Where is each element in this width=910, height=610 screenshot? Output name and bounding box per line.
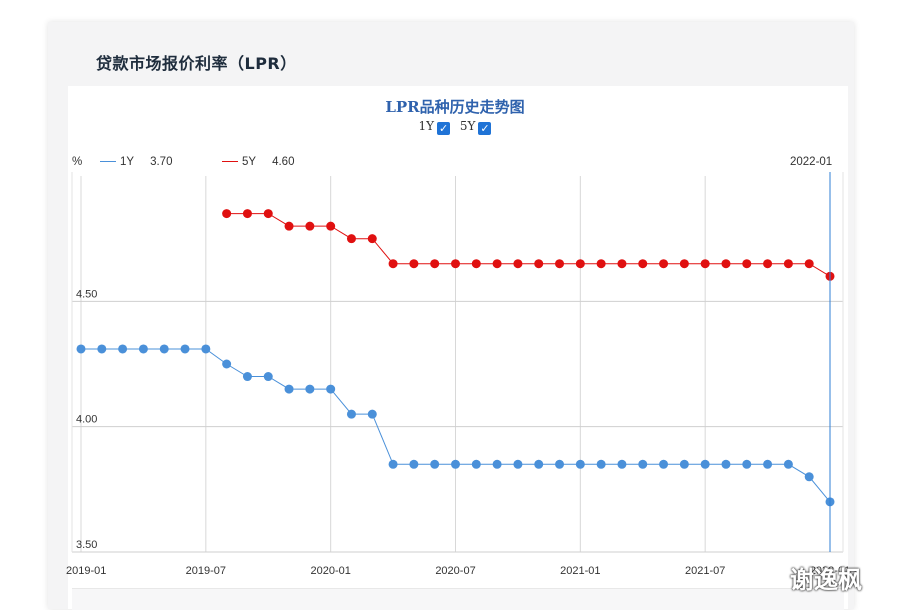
point-5Y-2021-11 (783, 259, 793, 269)
x-tick-label-3: 2020-07 (435, 565, 475, 577)
point-1Y-2020-06 (430, 459, 440, 469)
point-1Y-2020-09 (492, 459, 502, 469)
toggle-1y-label: 1Y (418, 119, 435, 133)
point-1Y-2019-04 (138, 344, 148, 354)
point-5Y-2019-11 (284, 221, 294, 231)
chart-title: LPR品种历史走势图 (385, 98, 525, 116)
x-tick-label-1: 2019-07 (186, 565, 226, 577)
point-5Y-2020-10 (513, 259, 523, 269)
point-1Y-2021-08 (721, 459, 731, 469)
checkbox-1y-checked-icon[interactable]: ✓ (437, 122, 451, 135)
point-1Y-2020-01 (326, 384, 336, 394)
point-1Y-2021-04 (638, 459, 648, 469)
point-5Y-2020-07 (451, 259, 460, 269)
point-1Y-2020-07 (451, 459, 460, 469)
point-1Y-2021-09 (742, 459, 752, 469)
point-1Y-2020-03 (367, 409, 377, 419)
point-1Y-2019-01 (76, 344, 86, 354)
point-1Y-2019-10 (263, 372, 273, 382)
watermark-text: 谢逸枫 (790, 566, 862, 594)
point-5Y-2020-02 (346, 234, 356, 244)
toggle-5y[interactable]: 5Y ✓ (460, 119, 492, 135)
point-1Y-2020-10 (513, 459, 523, 469)
point-5Y-2021-04 (638, 259, 648, 269)
chart-panel (68, 86, 848, 609)
point-5Y-2020-09 (492, 259, 502, 269)
point-1Y-2021-01 (575, 459, 585, 469)
point-1Y-2020-04 (388, 459, 398, 469)
legend-1y: 1Y 3.70 (100, 156, 172, 168)
point-5Y-2019-10 (263, 209, 273, 219)
legend-5y-name: 5Y (242, 156, 257, 168)
point-5Y-2021-07 (700, 259, 710, 269)
point-5Y-2019-12 (305, 221, 315, 231)
point-5Y-2021-12 (804, 259, 814, 269)
card-title: 贷款市场报价利率（LPR） (96, 54, 297, 73)
crosshair-date: 2022-01 (790, 156, 833, 168)
point-1Y-2021-05 (659, 459, 669, 469)
point-1Y-2019-06 (180, 344, 190, 354)
point-1Y-2020-05 (409, 459, 419, 469)
point-1Y-2021-02 (596, 459, 606, 469)
x-tick-label-4: 2021-01 (560, 565, 600, 577)
x-tick-label-2: 2020-01 (310, 565, 350, 577)
checkbox-5y-checked-icon[interactable]: ✓ (478, 122, 492, 135)
toggle-5y-label: 5Y (459, 119, 476, 133)
legend-1y-value: 3.70 (150, 156, 173, 168)
y-tick-label-1: 4.00 (76, 414, 97, 426)
point-5Y-2020-08 (471, 259, 481, 269)
point-5Y-2021-10 (763, 259, 773, 269)
point-5Y-2020-11 (534, 259, 544, 269)
point-5Y-2021-05 (659, 259, 669, 269)
bottom-strip (72, 588, 844, 610)
x-tick-label-0: 2019-01 (66, 565, 106, 577)
point-1Y-2021-06 (679, 459, 689, 469)
point-1Y-2021-03 (617, 459, 627, 469)
point-1Y-2019-07 (201, 344, 211, 354)
point-1Y-2019-02 (97, 344, 107, 354)
point-1Y-2019-08 (222, 359, 232, 369)
point-1Y-2021-12 (804, 472, 814, 482)
point-1Y-2019-05 (159, 344, 169, 354)
point-1Y-2020-11 (534, 459, 544, 469)
point-5Y-2020-01 (326, 221, 336, 231)
point-5Y-2020-05 (409, 259, 419, 269)
toggle-1y[interactable]: 1Y ✓ (419, 119, 451, 135)
point-1Y-2020-08 (471, 459, 481, 469)
point-5Y-2019-09 (242, 209, 252, 219)
legend-5y-line-icon (222, 161, 238, 163)
point-1Y-2019-09 (242, 372, 252, 382)
point-5Y-2020-03 (367, 234, 377, 244)
point-5Y-2021-06 (679, 259, 689, 269)
point-5Y-2021-08 (721, 259, 731, 269)
point-5Y-2021-01 (575, 259, 585, 269)
legend-5y-value: 4.60 (272, 156, 295, 168)
x-tick-label-5: 2021-07 (685, 565, 725, 577)
series-toggles: 1Y ✓ 5Y ✓ (0, 119, 910, 135)
point-5Y-2021-09 (742, 259, 752, 269)
legend-5y: 5Y 4.60 (222, 156, 294, 168)
y-tick-label-0: 4.50 (76, 288, 97, 300)
y-tick-label-2: 3.50 (76, 539, 97, 551)
x-tick-label-6: 2022-01 (810, 565, 850, 577)
point-1Y-2021-10 (763, 459, 773, 469)
point-5Y-2021-03 (617, 259, 627, 269)
point-1Y-2021-07 (700, 459, 710, 469)
point-5Y-2020-04 (388, 259, 398, 269)
point-1Y-2019-11 (284, 384, 294, 394)
point-1Y-2019-03 (118, 344, 128, 354)
point-1Y-2019-12 (305, 384, 315, 394)
point-1Y-2020-12 (555, 459, 565, 469)
point-5Y-2020-06 (430, 259, 440, 269)
legend-1y-name: 1Y (120, 156, 135, 168)
point-5Y-2021-02 (596, 259, 606, 269)
series-line-5Y (226, 213, 831, 277)
unit-label: % (72, 156, 83, 168)
legend-1y-line-icon (100, 161, 116, 163)
point-5Y-2020-12 (555, 259, 565, 269)
point-1Y-2020-02 (346, 409, 356, 419)
point-1Y-2021-11 (783, 459, 793, 469)
point-5Y-2019-08 (222, 209, 232, 219)
